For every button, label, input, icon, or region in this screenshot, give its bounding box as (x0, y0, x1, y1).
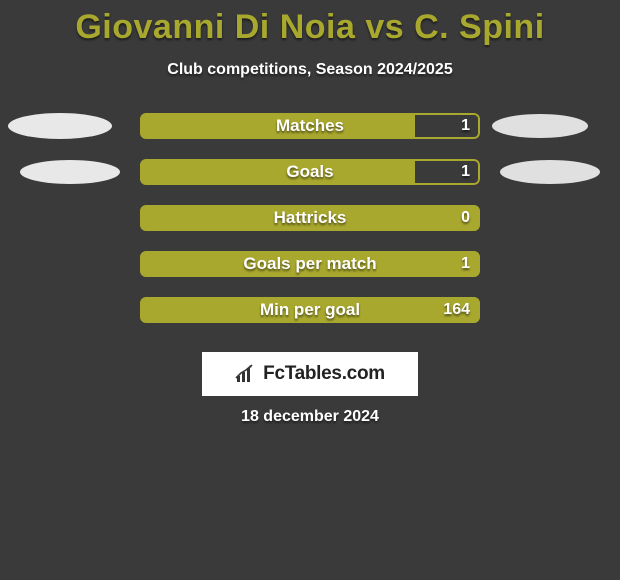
stat-bar-border (140, 113, 480, 139)
stat-row: Goals1 (0, 159, 620, 205)
stat-bar: Goals1 (140, 159, 480, 185)
page-title: Giovanni Di Noia vs C. Spini (0, 0, 620, 47)
stat-row: Goals per match1 (0, 251, 620, 297)
right-ellipse (500, 160, 600, 184)
stat-row: Hattricks0 (0, 205, 620, 251)
stat-rows: Matches1 Goals1 Hattricks0 Goals per match1… (0, 113, 620, 343)
stat-row: Matches1 (0, 113, 620, 159)
stat-bar: Goals per match1 (140, 251, 480, 277)
left-ellipse (8, 113, 112, 139)
stat-bar: Matches1 (140, 113, 480, 139)
stat-bar: Hattricks0 (140, 205, 480, 231)
page-subtitle: Club competitions, Season 2024/2025 (0, 61, 620, 79)
stat-bar-border (140, 251, 480, 277)
date-text: 18 december 2024 (0, 408, 620, 426)
stat-bar-border (140, 297, 480, 323)
site-logo: FcTables.com (202, 352, 418, 396)
logo-chart-icon (235, 364, 257, 384)
left-ellipse (20, 160, 120, 184)
right-ellipse (492, 114, 588, 138)
stat-bar-border (140, 205, 480, 231)
stat-bar: Min per goal164 (140, 297, 480, 323)
stat-bar-border (140, 159, 480, 185)
stat-row: Min per goal164 (0, 297, 620, 343)
logo-text: FcTables.com (263, 363, 385, 385)
